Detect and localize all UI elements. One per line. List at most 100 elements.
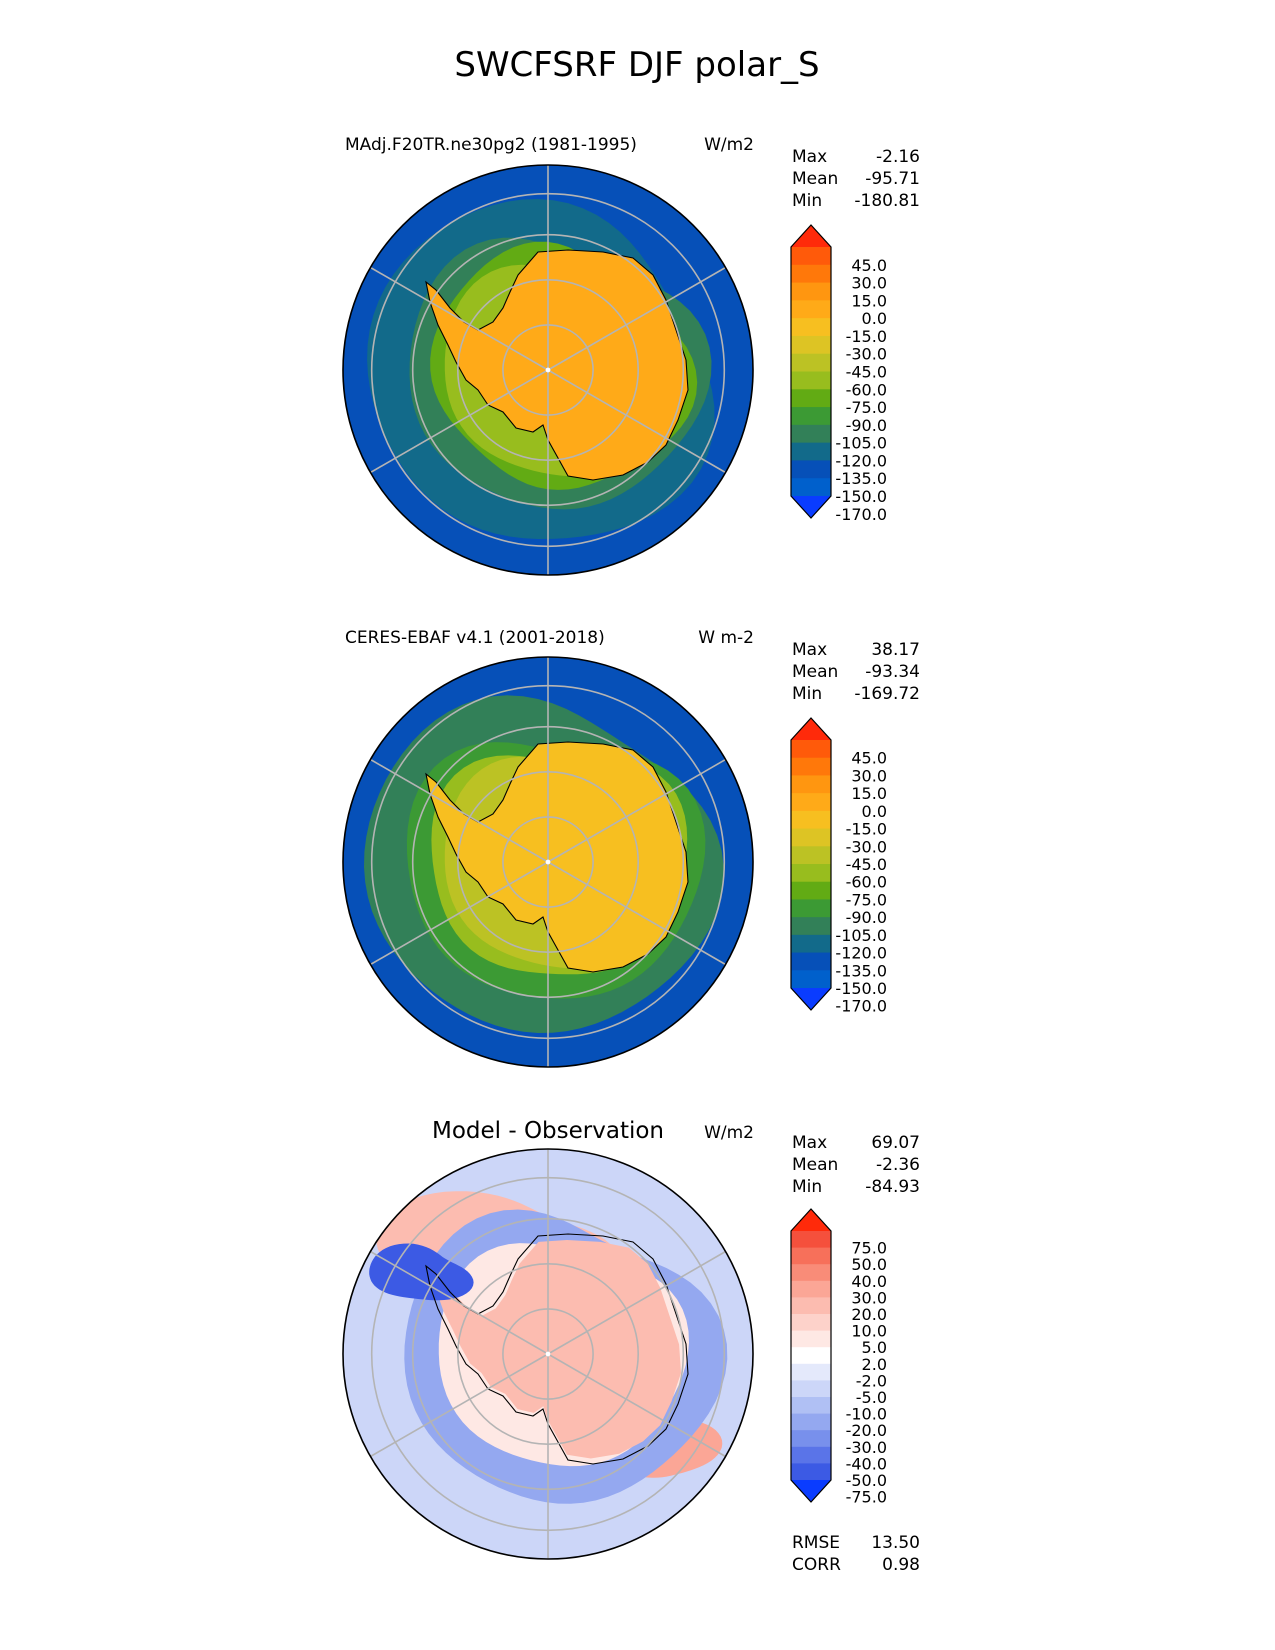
longitude-gridline xyxy=(547,266,726,371)
colorbar-tick-label: 15.0 xyxy=(851,291,887,310)
colorbar-band xyxy=(791,846,831,865)
colorbar-band xyxy=(791,1264,831,1282)
colorbar-tick-label: -60.0 xyxy=(846,873,887,892)
panel-title: MAdj.F20TR.ne30pg2 (1981-1995) xyxy=(345,135,637,155)
colorbar-band xyxy=(791,1347,831,1365)
colorbar-tick-label: -15.0 xyxy=(846,820,887,839)
colorbar-band xyxy=(791,335,831,355)
colorbar-tick-label: -75.0 xyxy=(846,890,887,909)
colorbar-band xyxy=(791,934,831,954)
colorbar-extend-min xyxy=(791,1480,831,1502)
panel-title: Model - Observation xyxy=(432,1118,664,1144)
longitude-gridline xyxy=(547,758,726,863)
colorbar-tick-label: -30.0 xyxy=(846,837,887,856)
colorbar-band xyxy=(791,460,831,479)
stat-value: 38.17 xyxy=(871,640,920,660)
stat-label: Max xyxy=(792,1133,827,1153)
stat-label: Max xyxy=(792,640,827,660)
colorbar-tick-label: -60.0 xyxy=(846,380,887,399)
colorbar-band xyxy=(791,1363,831,1381)
colorbar-tick-label: -75.0 xyxy=(846,1488,887,1507)
colorbar-tick-label: -45.0 xyxy=(846,855,887,874)
colorbar-band xyxy=(791,1397,831,1415)
colorbar-tick-label: 30.0 xyxy=(851,766,887,785)
longitude-gridline xyxy=(547,1353,726,1458)
colorbar-band xyxy=(791,1446,831,1464)
colorbar-tick-label: -170.0 xyxy=(835,505,887,524)
colorbar-tick-label: -10.0 xyxy=(846,1405,887,1424)
longitude-gridline xyxy=(370,861,549,966)
colorbar-tick-label: 40.0 xyxy=(851,1272,887,1291)
colorbar-tick-label: 0.0 xyxy=(862,802,887,821)
colorbar-band xyxy=(791,917,831,936)
colorbar-band xyxy=(791,740,831,759)
colorbar-tick-label: 10.0 xyxy=(851,1322,887,1341)
colorbar-band xyxy=(791,424,831,444)
colorbar-tick-label: 30.0 xyxy=(851,274,887,293)
colorbar-tick-label: 2.0 xyxy=(862,1355,887,1374)
stat-value: -180.81 xyxy=(854,191,920,211)
colorbar-band xyxy=(791,371,831,390)
colorbar-outline xyxy=(790,224,832,519)
map-boundary xyxy=(342,1148,754,1560)
colorbar-tick-label: 0.0 xyxy=(862,309,887,328)
longitude-gridline xyxy=(370,1353,549,1458)
colorbar-band xyxy=(791,952,831,971)
colorbar-band xyxy=(791,970,831,989)
longitude-gridline xyxy=(370,1250,549,1355)
stat-value: -84.93 xyxy=(865,1177,920,1197)
colorbar-band xyxy=(791,1463,831,1481)
longitude-gridline xyxy=(547,861,726,966)
colorbar-tick-label: -40.0 xyxy=(846,1454,887,1473)
colorbar-tick-label: -5.0 xyxy=(856,1388,887,1407)
colorbar-tick-label: 20.0 xyxy=(851,1305,887,1324)
longitude-gridline xyxy=(547,1250,726,1355)
coastline xyxy=(425,741,689,973)
panel-units: W/m2 xyxy=(704,1123,754,1143)
colorbar-tick-label: -15.0 xyxy=(846,327,887,346)
colorbar-tick-label: 50.0 xyxy=(851,1255,887,1274)
colorbar-band xyxy=(791,793,831,812)
colorbar-outline xyxy=(790,1208,832,1503)
colorbar-tick-label: -30.0 xyxy=(846,345,887,364)
colorbar-extend-max xyxy=(791,225,831,247)
map-boundary xyxy=(342,656,754,1068)
colorbar-band xyxy=(791,264,831,284)
polar-map xyxy=(343,165,753,575)
polar-map xyxy=(343,1149,753,1559)
colorbar-tick-label: -120.0 xyxy=(835,451,887,470)
colorbar-extend-max xyxy=(791,718,831,740)
panel-units: W m-2 xyxy=(698,628,754,648)
stat-value: -93.34 xyxy=(865,662,920,682)
stat-label: Mean xyxy=(792,169,838,189)
colorbar-band xyxy=(791,1314,831,1332)
colorbar-tick-label: -105.0 xyxy=(835,926,887,945)
panel-diff: Model - Observation W/m2 Max 69.07 Mean -2.36… xyxy=(342,1118,920,1575)
figure-title: SWCFSRF DJF polar_S xyxy=(454,45,819,85)
coastline xyxy=(425,1233,689,1465)
pole-marker xyxy=(545,859,551,865)
colorbar-tick-label: 15.0 xyxy=(851,784,887,803)
colorbar-band xyxy=(791,775,831,794)
stat-value: -95.71 xyxy=(865,169,920,189)
colorbar-band xyxy=(791,300,831,319)
colorbar-band xyxy=(791,353,831,372)
stat-label: Mean xyxy=(792,662,838,682)
negative-anomaly-weddell xyxy=(369,1243,474,1301)
colorbar-band xyxy=(791,282,831,301)
colorbar-tick-label: -150.0 xyxy=(835,487,887,506)
panel-title: CERES-EBAF v4.1 (2001-2018) xyxy=(345,628,605,648)
colorbar-band xyxy=(791,864,831,883)
colorbar-tick-label: -90.0 xyxy=(846,416,887,435)
coastline xyxy=(425,249,689,481)
stat-value: -2.36 xyxy=(876,1155,920,1175)
metric-value: 0.98 xyxy=(882,1555,920,1575)
map-boundary xyxy=(342,164,754,576)
colorbar-band xyxy=(791,881,831,900)
colorbar-band xyxy=(791,1297,831,1315)
colorbar-band xyxy=(791,828,831,847)
colorbar-band xyxy=(791,1330,831,1348)
colorbar-band xyxy=(791,1430,831,1448)
colorbar-band xyxy=(791,478,831,497)
